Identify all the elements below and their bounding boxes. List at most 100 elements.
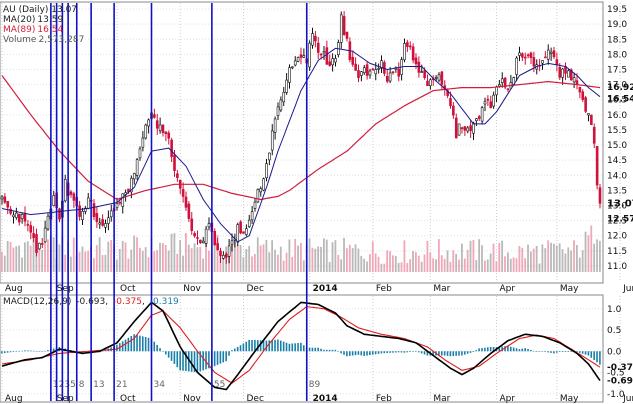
volume-bar <box>311 247 314 272</box>
x-tick-label: Oct <box>120 284 136 294</box>
macd-histogram-bar <box>291 343 294 352</box>
macd-histogram-bar <box>423 351 426 355</box>
macd-histogram-bar <box>449 351 452 357</box>
volume-bar <box>251 256 253 272</box>
macd-histogram-bar <box>492 347 495 352</box>
candle-body <box>590 114 593 125</box>
macd-histogram-bar <box>553 351 555 354</box>
volume-bar <box>374 253 377 272</box>
macd-histogram-bar <box>225 351 227 362</box>
candle-body <box>319 53 323 56</box>
candle-body <box>132 173 136 180</box>
macd-histogram-bar <box>325 349 328 352</box>
candle-body <box>477 116 481 119</box>
volume-bar <box>524 258 527 272</box>
macd-histogram-bar <box>302 345 305 352</box>
candle-body <box>46 215 50 230</box>
y-tick-label: 16.5 <box>607 96 627 106</box>
volume-bar <box>466 249 469 272</box>
y-tick-label: 17.0 <box>607 81 627 91</box>
volume-bar <box>101 255 104 272</box>
macd-histogram-bar <box>446 351 449 356</box>
volume-bar <box>167 250 170 272</box>
candle-body <box>322 51 326 54</box>
candle-body <box>541 60 544 64</box>
candle-body <box>526 54 530 57</box>
macd-histogram-bar <box>501 346 503 352</box>
macd-histogram-bar <box>176 351 179 368</box>
candle-body <box>204 228 208 244</box>
macd-histogram-bar <box>18 351 20 352</box>
candle-body <box>377 68 380 70</box>
volume-bar <box>518 246 521 272</box>
macd-histogram-bar <box>231 350 233 352</box>
volume-bar <box>193 243 196 272</box>
volume-bar <box>555 245 558 272</box>
volume-bar <box>570 250 573 272</box>
volume-bar <box>185 233 187 272</box>
candle-body <box>270 130 274 151</box>
candle-body <box>291 66 294 69</box>
candle-body <box>417 61 421 73</box>
candle-body <box>242 231 245 234</box>
x-tick-label-macd: May <box>560 394 579 404</box>
candle-body <box>279 99 283 111</box>
candle-body <box>437 74 441 81</box>
volume-bar <box>144 247 147 272</box>
volume-bar <box>596 239 598 272</box>
volume-legend: Volume 2,573,287 <box>3 35 84 45</box>
x-tick-label: Dec <box>247 284 264 294</box>
volume-bar <box>262 244 265 272</box>
macd-histogram-bar <box>593 351 595 361</box>
candle-body <box>521 53 524 58</box>
candle-body <box>523 56 527 59</box>
volume-bar <box>383 263 386 272</box>
volume-bar <box>199 246 202 272</box>
macd-histogram-bar <box>317 347 319 352</box>
volume-bar <box>521 247 524 272</box>
macd-histogram-bar <box>590 351 593 358</box>
volume-bar <box>139 247 141 272</box>
volume-bar <box>377 256 380 272</box>
macd-histogram-bar <box>564 351 567 352</box>
volume-bar <box>504 256 506 272</box>
volume-bar <box>532 248 535 272</box>
macd-histogram-bar <box>475 350 478 352</box>
candle-body <box>144 124 148 139</box>
volume-bar <box>78 252 81 272</box>
macd-histogram-bar <box>167 351 170 358</box>
candle-body <box>170 139 173 157</box>
candle-body <box>331 58 334 66</box>
y-tick-label: 11.0 <box>607 262 627 272</box>
macd-histogram-bar <box>139 335 141 352</box>
volume-bar <box>346 248 348 272</box>
volume-bar <box>357 248 360 272</box>
volume-bar <box>300 242 302 272</box>
macd-histogram-bar <box>409 351 411 352</box>
volume-bar <box>495 261 498 272</box>
macd-histogram-bar <box>242 343 245 352</box>
volume-bar <box>564 253 567 272</box>
macd-histogram-bar <box>530 349 532 352</box>
volume-bar <box>584 231 587 272</box>
macd-histogram-bar <box>394 351 397 353</box>
volume-bar <box>509 258 512 272</box>
macd-histogram-bar <box>205 351 207 370</box>
macd-histogram-bar <box>507 345 509 352</box>
macd-histogram-bar <box>136 334 138 352</box>
macd-histogram-bar <box>515 348 518 352</box>
macd-histogram-bar <box>213 351 216 367</box>
volume-bar <box>366 261 368 272</box>
macd-histogram-bar <box>15 351 18 352</box>
macd-histogram-bar <box>130 336 133 352</box>
candle-body <box>236 224 240 243</box>
volume-bar <box>202 258 205 272</box>
candle-body <box>457 123 461 136</box>
candle-body <box>483 101 487 105</box>
volume-bar <box>116 259 118 272</box>
candle-body <box>440 71 444 85</box>
candle-body <box>32 233 35 239</box>
candle-body <box>460 127 464 129</box>
macd-histogram-bar <box>153 341 156 352</box>
